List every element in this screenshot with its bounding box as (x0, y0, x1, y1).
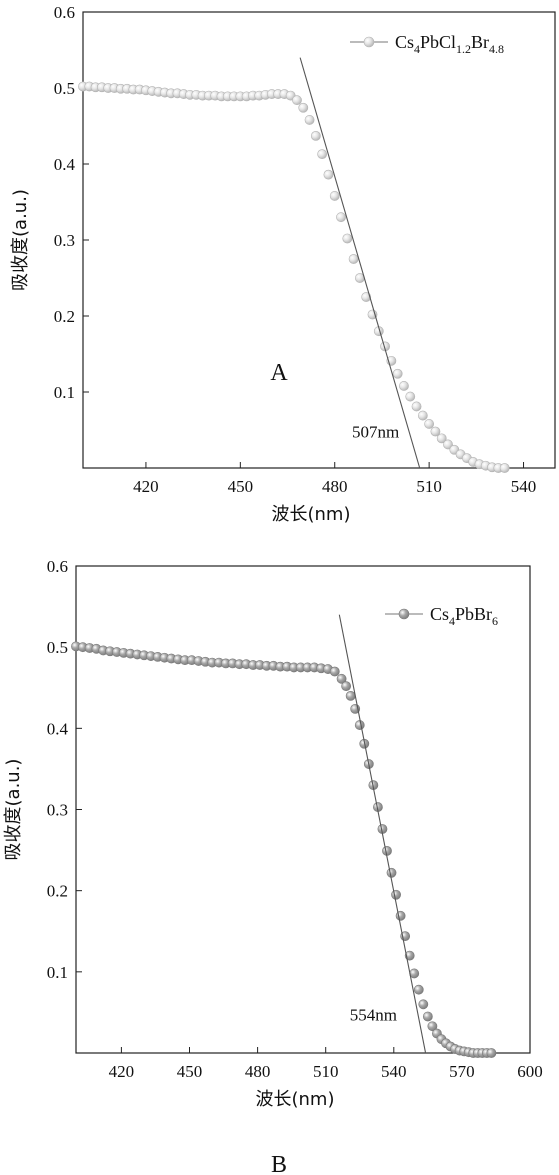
legend-text: PbCl (420, 32, 456, 52)
data-point (336, 212, 346, 223)
data-point (341, 681, 352, 692)
onset-annotation: 554nm (350, 1006, 397, 1025)
legend-subscript: 1.2 (456, 42, 471, 56)
legend-text: Br (471, 32, 489, 52)
x-axis-label: 波长(nm) (256, 1089, 335, 1110)
data-point (336, 673, 347, 684)
data-point (386, 867, 397, 878)
data-point (417, 410, 428, 421)
data-point (411, 401, 422, 412)
x-tick-label: 420 (109, 1062, 135, 1081)
legend-label: Cs4PbBr6 (430, 604, 498, 628)
data-point (499, 463, 510, 473)
data-point (392, 368, 403, 379)
x-tick-label: 510 (313, 1062, 339, 1081)
y-tick-label: 0.1 (47, 963, 68, 982)
y-axis-label: 吸收度(a.u.) (3, 759, 24, 861)
plot-frame (82, 11, 556, 469)
data-point (418, 999, 429, 1010)
data-point (310, 130, 321, 141)
data-point (345, 690, 356, 701)
y-tick-label: 0.6 (54, 3, 75, 22)
legend-marker (398, 608, 410, 620)
data-point (422, 1011, 433, 1022)
legend: Cs4PbCl1.2Br4.8 (350, 32, 504, 56)
y-tick-label: 0.6 (47, 557, 68, 576)
x-axis-label: 波长(nm) (272, 504, 351, 525)
chart-panel-b: 0.1 0.2 0.3 0.4 0.5 0.6 420 450 480 510 540 570 600 波… (3, 557, 543, 1110)
x-tick-label: 570 (449, 1062, 475, 1081)
x-tick-label: 450 (177, 1062, 203, 1081)
y-tick-label: 0.4 (54, 155, 76, 174)
x-tick-label: 540 (381, 1062, 407, 1081)
data-point (304, 115, 315, 125)
x-tick-label: 480 (322, 477, 348, 496)
data-point (427, 1021, 438, 1032)
y-tick-label: 0.1 (54, 383, 75, 402)
legend-text: Cs (395, 32, 414, 52)
legend-subscript: 4 (414, 42, 420, 56)
y-tick-label: 0.5 (47, 638, 68, 657)
y-axis-label: 吸收度(a.u.) (10, 189, 31, 291)
tangent-line (299, 57, 421, 469)
data-point (486, 1048, 497, 1058)
legend-subscript: 4 (449, 614, 455, 628)
data-point (329, 666, 340, 677)
y-tick-label: 0.4 (47, 719, 69, 738)
chart-panel-a: 0.1 0.2 0.3 0.4 0.5 0.6 420 450 480 510 540 波长(nm) 吸… (10, 3, 556, 525)
data-point (354, 720, 365, 730)
x-tick-label: 450 (228, 477, 254, 496)
x-tick-label: 600 (517, 1062, 543, 1081)
legend-text: Cs (430, 604, 449, 624)
legend-subscript: 6 (492, 614, 498, 628)
plot-frame (75, 565, 531, 1054)
data-point (342, 233, 353, 244)
panel-label: A (270, 360, 288, 386)
data-point (292, 95, 302, 106)
legend-text: PbBr (455, 604, 492, 624)
data-point (443, 439, 453, 450)
data-point (361, 292, 372, 302)
data-point (436, 433, 447, 444)
data-point (413, 984, 424, 995)
data-point (298, 102, 309, 113)
data-point (317, 149, 328, 160)
legend-marker (363, 36, 375, 48)
tangent-line (338, 614, 427, 1054)
x-tick-label: 420 (133, 477, 159, 496)
y-tick-label: 0.3 (47, 801, 68, 820)
data-point (405, 391, 416, 402)
data-point (399, 381, 409, 391)
y-tick-label: 0.2 (54, 307, 75, 326)
data-point (348, 254, 359, 264)
data-point (424, 419, 435, 429)
data-point (391, 889, 401, 900)
legend-label: Cs4PbCl1.2Br4.8 (395, 32, 504, 56)
data-point (430, 426, 441, 437)
y-tick-label: 0.5 (54, 79, 75, 98)
x-tick-label: 510 (416, 477, 442, 496)
onset-annotation: 507nm (352, 423, 399, 442)
x-tick-label: 540 (511, 477, 537, 496)
legend: Cs4PbBr6 (385, 604, 498, 628)
y-tick-label: 0.3 (54, 231, 75, 250)
panel-label: B (271, 1152, 287, 1175)
x-tick-label: 480 (245, 1062, 271, 1081)
data-point (329, 191, 340, 201)
y-tick-label: 0.2 (47, 882, 68, 901)
data-point (323, 169, 334, 180)
legend-subscript: 4.8 (489, 42, 504, 56)
